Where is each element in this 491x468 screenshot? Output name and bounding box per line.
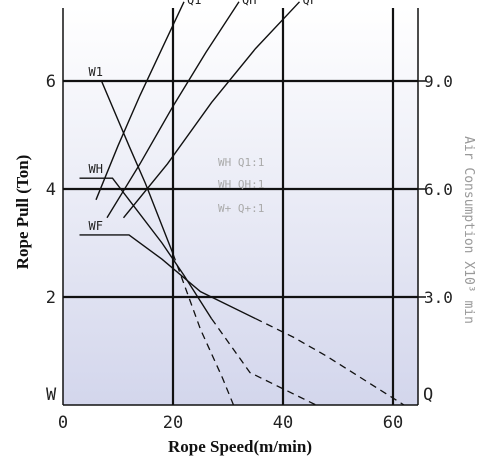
y2-tick-label: 3.0 <box>424 288 453 307</box>
series-wf-label: WF <box>89 219 103 233</box>
series-qf-label: QF <box>303 0 317 7</box>
series-qh-line <box>106 1 240 219</box>
series-w1-dashed <box>172 253 235 406</box>
note-1: WH Q1:1 <box>218 156 264 169</box>
y-axis-title: Rope Pull (Ton) <box>13 155 32 270</box>
grid <box>62 8 426 406</box>
x-tick-label: 0 <box>58 413 68 433</box>
series-w1-label: W1 <box>89 65 103 79</box>
x-axis-title: Rope Speed(m/min) <box>168 437 312 456</box>
series-qh-label: QH <box>242 0 256 7</box>
series-wf-line <box>79 234 256 320</box>
curves <box>79 1 405 406</box>
series-wh-label: WH <box>89 162 103 176</box>
tick-labels: 0 20 40 60 2 4 6 3.0 6.0 9.0 W1 WH WF Q1 QH QF <box>46 0 453 433</box>
y2-tick-label: 6.0 <box>424 180 453 199</box>
y2-tick-label: 9.0 <box>424 72 453 91</box>
x-tick-label: 60 <box>383 413 403 433</box>
note-3: W+ Q+:1 <box>218 202 264 215</box>
x-tick-label: 20 <box>163 413 183 433</box>
corner-label-right: Q <box>423 385 433 405</box>
legend-notes: WH Q1:1 WH QH:1 W+ Q+:1 <box>218 156 264 215</box>
plot-background <box>63 8 418 405</box>
series-wh-line <box>79 177 213 319</box>
note-2: WH QH:1 <box>218 178 264 191</box>
y-tick-label: 2 <box>46 288 56 308</box>
y2-axis-title: Air Consumption X10³ min <box>461 136 476 324</box>
series-q1-label: Q1 <box>187 0 201 7</box>
series-q1-line <box>95 1 185 201</box>
y-tick-label: 4 <box>46 180 56 200</box>
series-wh-dashed <box>210 318 317 406</box>
series-qf-line <box>122 1 301 219</box>
series-w1-line <box>79 80 174 255</box>
y-tick-label: 6 <box>46 72 56 92</box>
corner-label-left: W <box>46 385 57 405</box>
series-wf-dashed <box>255 318 405 406</box>
x-tick-label: 40 <box>273 413 293 433</box>
